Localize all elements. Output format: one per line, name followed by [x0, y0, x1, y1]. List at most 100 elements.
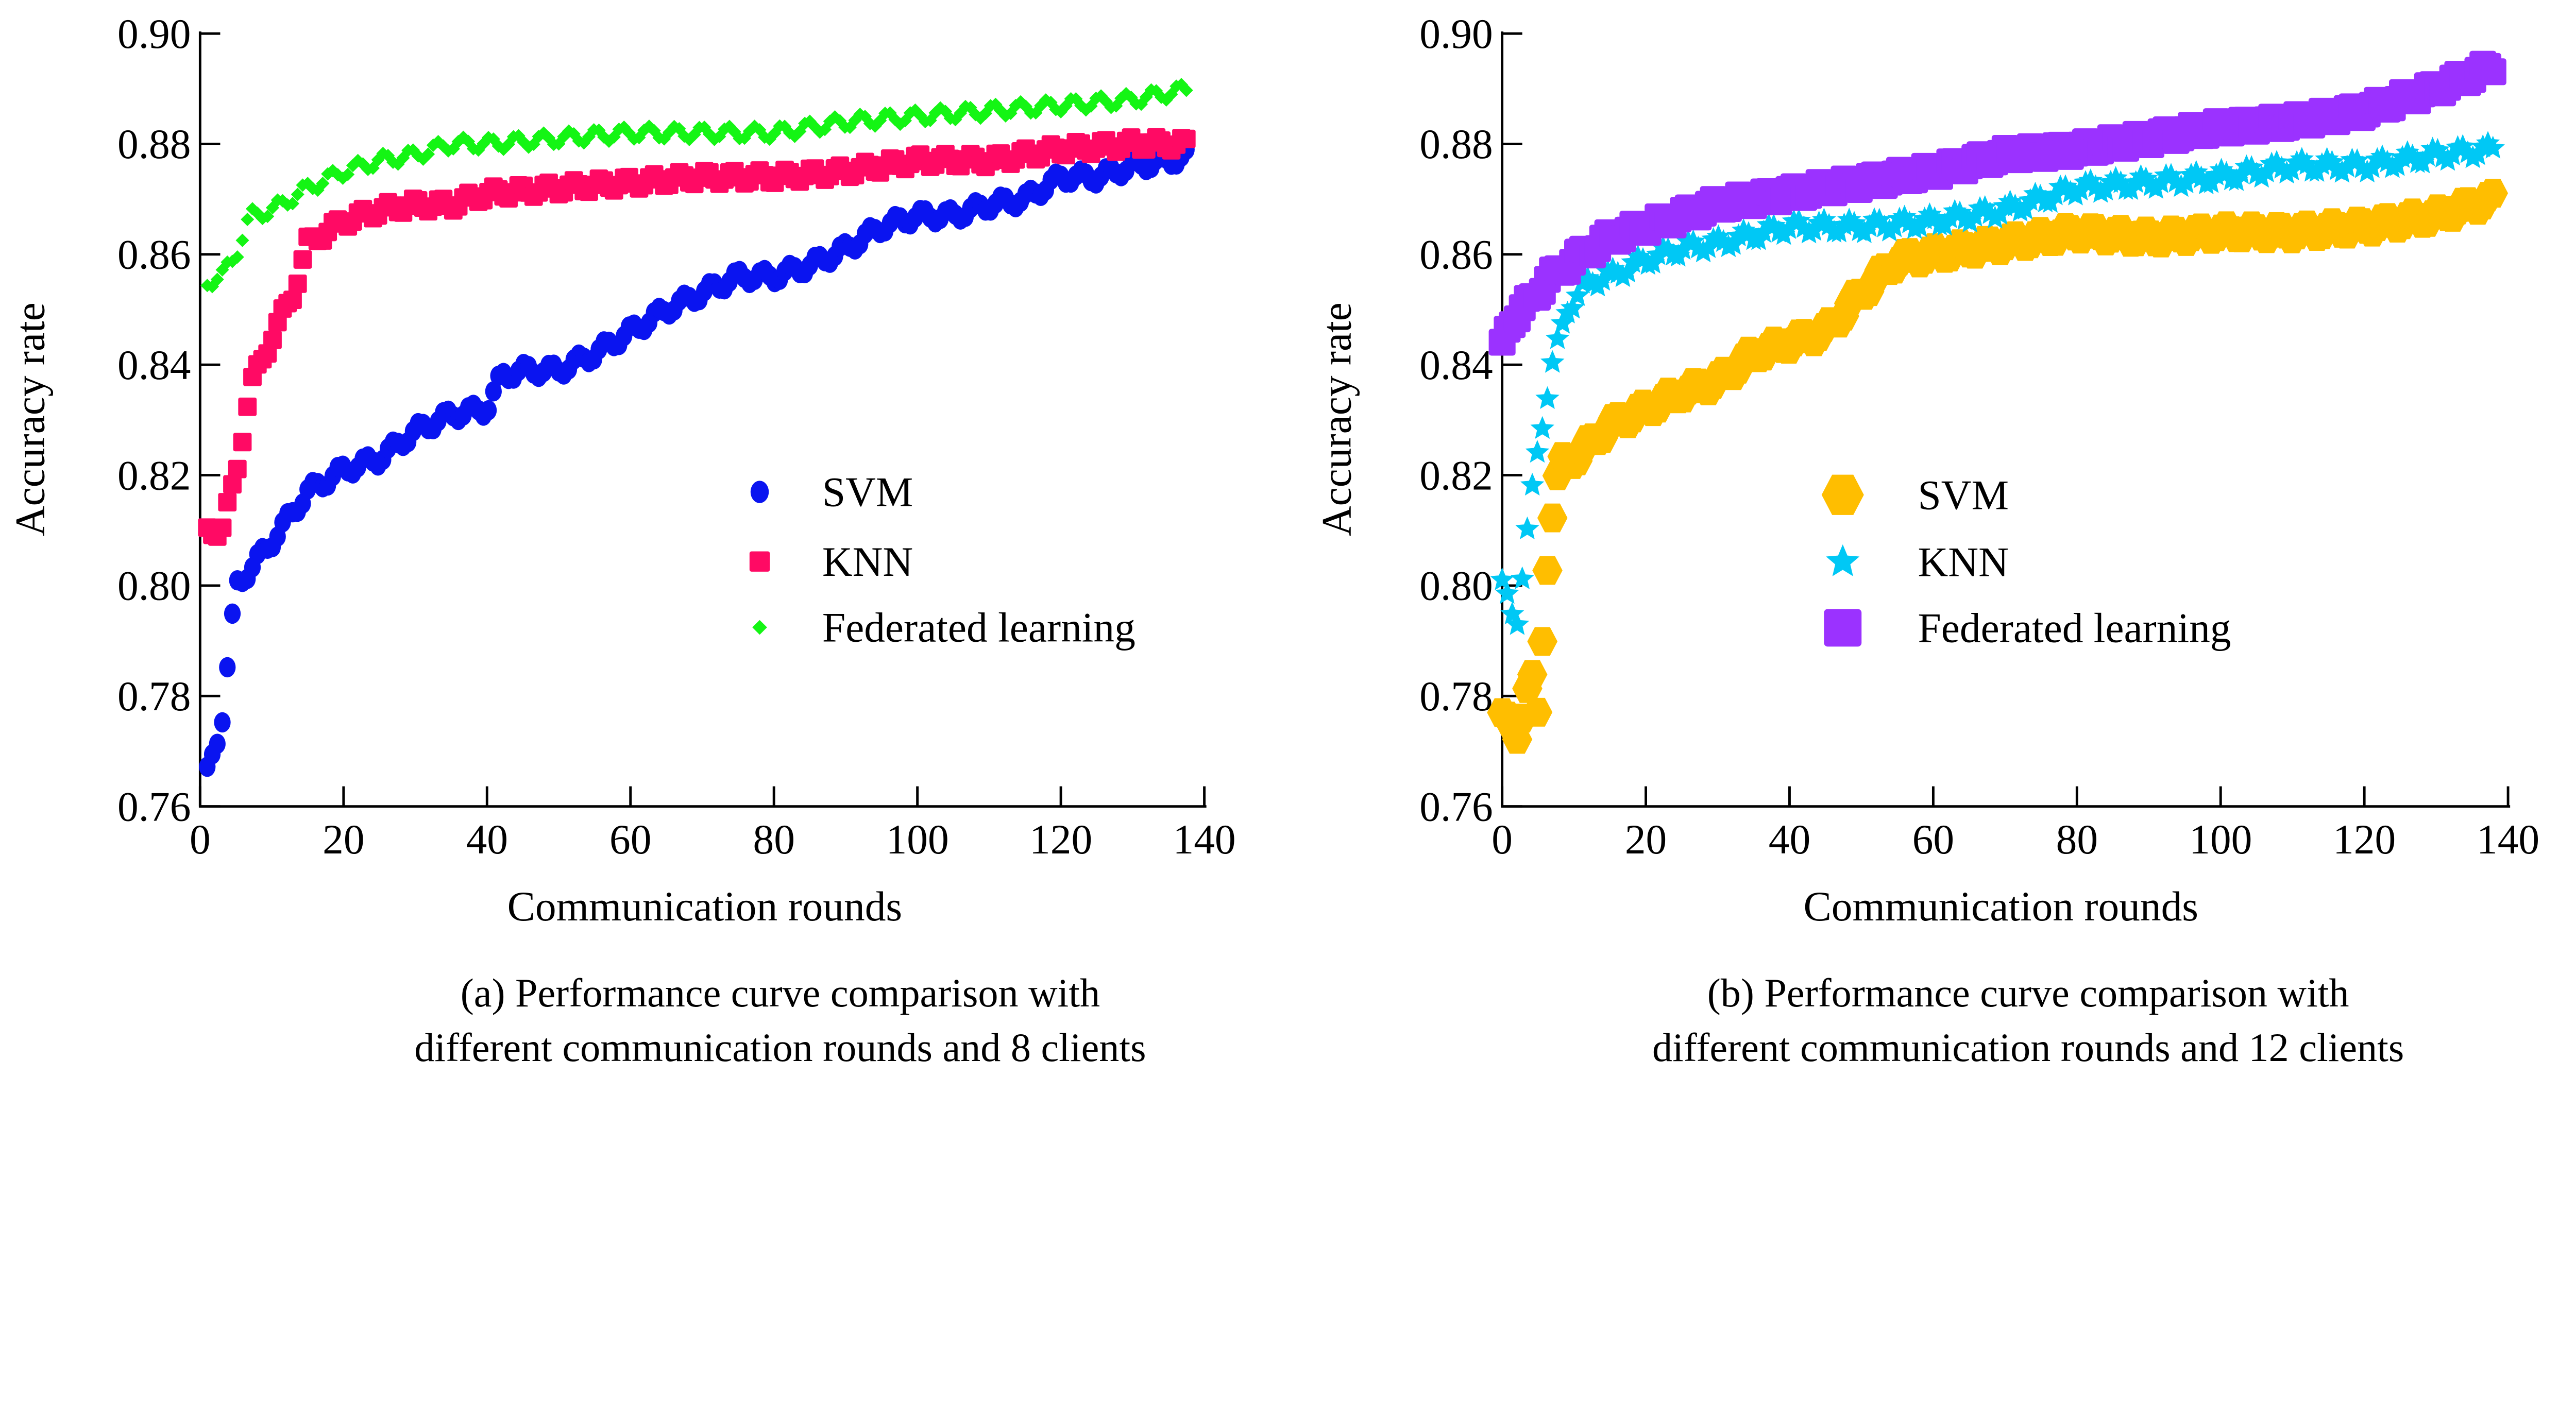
- x-tick-label: 40: [466, 816, 508, 863]
- data-point: [1520, 472, 1545, 496]
- series-knn: [198, 128, 1196, 546]
- data-point: [2481, 135, 2505, 159]
- y-tick-label: 0.84: [1419, 341, 1493, 388]
- data-point: [1044, 95, 1058, 109]
- y-axis-label: Accuracy rate: [6, 302, 53, 536]
- data-point: [1545, 326, 1570, 349]
- data-point: [241, 212, 255, 227]
- legend-label: KNN: [822, 538, 913, 585]
- x-tick-label: 0: [1492, 816, 1513, 863]
- data-point: [224, 603, 241, 624]
- data-point: [2478, 179, 2509, 208]
- x-tick-label: 100: [886, 816, 949, 863]
- data-point: [214, 712, 231, 733]
- legend-label: SVM: [1918, 471, 2009, 518]
- x-tick-label: 100: [2189, 816, 2252, 863]
- x-tick-label: 140: [1173, 816, 1236, 863]
- data-point: [213, 518, 232, 537]
- y-tick-label: 0.84: [117, 341, 191, 388]
- x-axis-label: Communication rounds: [507, 883, 903, 930]
- data-point: [1550, 311, 1575, 334]
- legend-marker: [1826, 544, 1860, 576]
- caption-line-2: different communication rounds and 8 cli…: [414, 1025, 1146, 1070]
- y-tick-label: 0.82: [1419, 452, 1493, 499]
- data-point: [1537, 503, 1568, 533]
- y-tick-label: 0.88: [117, 121, 191, 167]
- legend-label: SVM: [822, 469, 913, 516]
- data-point: [223, 475, 242, 494]
- data-point: [1510, 566, 1534, 589]
- y-tick-label: 0.78: [117, 673, 191, 720]
- data-point: [1515, 516, 1539, 539]
- legend-label: Federated learning: [1918, 605, 2231, 652]
- data-point: [2479, 58, 2506, 86]
- x-tick-label: 20: [1625, 816, 1667, 863]
- caption-line-1: (a) Performance curve comparison with: [461, 970, 1100, 1015]
- y-tick-label: 0.90: [117, 10, 191, 57]
- data-point: [233, 433, 252, 452]
- legend-marker: [750, 481, 769, 503]
- data-point: [480, 400, 497, 421]
- y-tick-label: 0.90: [1419, 10, 1493, 57]
- x-tick-label: 20: [323, 816, 364, 863]
- data-point: [238, 397, 257, 416]
- data-point: [219, 657, 236, 678]
- x-tick-label: 140: [2477, 816, 2539, 863]
- data-point: [283, 290, 302, 310]
- y-tick-label: 0.88: [1419, 121, 1493, 167]
- x-tick-label: 0: [190, 816, 211, 863]
- series-svm: [199, 139, 1195, 777]
- caption-line-1: (b) Performance curve comparison with: [1707, 970, 2349, 1015]
- x-tick-label: 80: [2056, 816, 2098, 863]
- legend-label: Federated learning: [822, 604, 1136, 651]
- data-point: [288, 274, 307, 293]
- data-point: [209, 733, 226, 754]
- data-point: [1522, 697, 1553, 727]
- data-point: [1532, 556, 1563, 585]
- y-axis-label: Accuracy rate: [1313, 302, 1360, 536]
- y-tick-label: 0.82: [117, 452, 191, 499]
- data-point: [316, 177, 330, 191]
- data-point: [218, 493, 237, 511]
- chart-b: Accuracy rate Communication rounds (b) P…: [1313, 10, 2539, 1070]
- x-tick-label: 120: [2333, 816, 2396, 863]
- data-point: [1495, 581, 1519, 604]
- data-point: [1535, 386, 1560, 409]
- chart-a: Accuracy rate Communication rounds (a) P…: [6, 10, 1235, 1070]
- y-tick-label: 0.86: [117, 231, 191, 278]
- legend-marker: [1824, 609, 1862, 647]
- data-point: [326, 164, 340, 178]
- legend-marker: [1821, 474, 1864, 515]
- data-point: [1561, 296, 1585, 319]
- x-tick-label: 60: [1912, 816, 1954, 863]
- y-tick-label: 0.76: [117, 783, 191, 830]
- data-point: [1565, 283, 1590, 306]
- x-axis-label: Communication rounds: [1803, 883, 2198, 930]
- y-tick-label: 0.86: [1419, 231, 1493, 278]
- x-tick-label: 120: [1029, 816, 1092, 863]
- data-point: [1019, 99, 1032, 113]
- data-point: [261, 210, 275, 224]
- legend-label: KNN: [1918, 539, 2009, 586]
- x-tick-label: 60: [609, 816, 651, 863]
- x-tick-label: 40: [1769, 816, 1810, 863]
- y-tick-label: 0.80: [1419, 562, 1493, 609]
- series-svm: [1487, 179, 2509, 754]
- x-tick-label: 80: [753, 816, 794, 863]
- series-knn: [1490, 131, 2505, 635]
- y-tick-label: 0.78: [1419, 673, 1493, 720]
- data-point: [1527, 627, 1558, 656]
- y-tick-label: 0.76: [1419, 783, 1493, 830]
- data-point: [954, 106, 968, 120]
- data-point: [1505, 612, 1530, 635]
- y-tick-label: 0.80: [117, 562, 191, 609]
- data-point: [1517, 660, 1548, 689]
- data-point: [293, 250, 312, 269]
- series-federated-learning: [1488, 50, 2506, 356]
- data-point: [1525, 440, 1550, 463]
- figure: Accuracy rate Communication rounds (a) P…: [6, 10, 2539, 1070]
- legend-marker: [752, 620, 767, 635]
- data-point: [235, 233, 249, 247]
- data-point: [228, 459, 247, 478]
- data-point: [263, 330, 282, 349]
